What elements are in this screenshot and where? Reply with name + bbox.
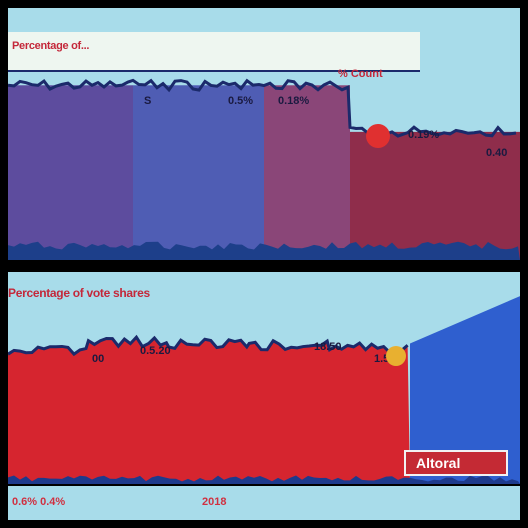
- chart-panel-bottom: Percentage of vote shares 00 0.5.20 18.50 1…: [8, 272, 520, 484]
- yellow-marker-icon: [386, 346, 406, 366]
- area-segment-1-0: [8, 85, 133, 260]
- area-segment-1-4: [408, 131, 520, 260]
- data-label-1-4: 0.40: [486, 147, 507, 159]
- chart-panel-top: Percentage of... % Count S 0.5% 0.18% 0.19%…: [8, 8, 520, 260]
- red-marker-icon: [366, 124, 390, 148]
- x-axis-strip: 0.6% 0.4% 2018: [8, 486, 520, 520]
- data-label-2-3: 1.5: [374, 353, 389, 365]
- area-segment-1-2: [264, 85, 350, 260]
- data-label-2-1: 0.5.20: [140, 345, 171, 357]
- legend-box: Altoral: [404, 450, 508, 476]
- area-chart-2: 00 0.5.20 18.50 1.5: [8, 296, 520, 484]
- x-axis-label-year: 2018: [202, 496, 227, 508]
- area-chart-1: S 0.5% 0.18% 0.19% 0.40: [8, 78, 520, 260]
- data-label-2-2: 18.50: [314, 341, 342, 353]
- data-label-1-0: S: [144, 95, 151, 107]
- series-line-1: [8, 78, 517, 139]
- area-segment-1-1: [133, 85, 264, 260]
- chart-title-1: Percentage of...: [12, 40, 90, 52]
- chart-legend-1: % Count: [338, 68, 383, 80]
- series-base-1: [8, 241, 520, 260]
- title-band: Percentage of... % Count: [8, 32, 420, 80]
- chart-title-2: Percentage of vote shares: [8, 286, 150, 300]
- data-label-1-1: 0.5%: [228, 95, 253, 107]
- x-axis-label-left: 0.6% 0.4%: [12, 496, 66, 508]
- series-base-2: [8, 475, 520, 484]
- area-segment-1-3: [350, 131, 408, 260]
- data-label-2-0: 00: [92, 353, 104, 365]
- series-area-2-red: [8, 337, 410, 484]
- data-label-1-3: 0.19%: [408, 129, 439, 141]
- series-area-2-blue: [410, 296, 520, 484]
- series-line-2: [8, 334, 409, 357]
- data-label-1-2: 0.18%: [278, 95, 309, 107]
